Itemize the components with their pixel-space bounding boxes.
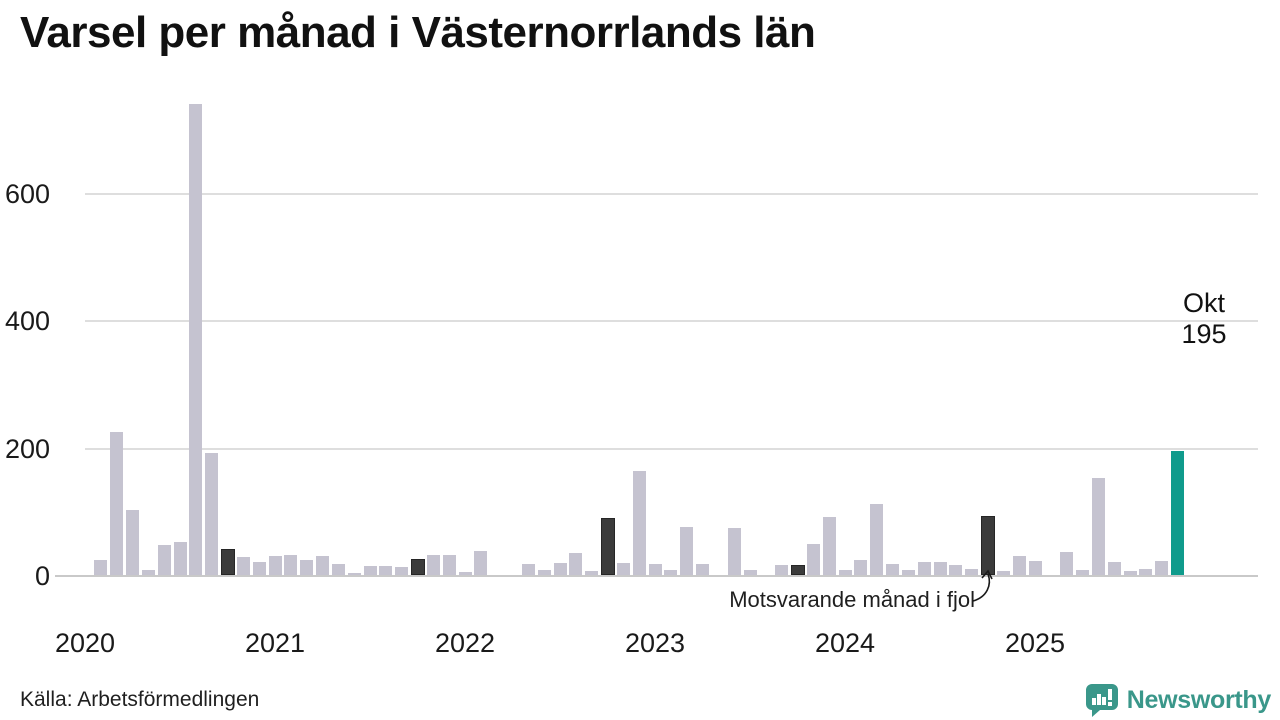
- bar-dec-2023: [822, 517, 836, 575]
- y-tick-label-200: 200: [4, 433, 50, 464]
- bar-maj-2025: [1091, 478, 1105, 575]
- bar-apr-2021: [316, 555, 329, 575]
- x-year-label-2022: 2022: [434, 628, 496, 658]
- bar-dec-2020: [252, 562, 266, 575]
- gridline-600: [85, 193, 1258, 196]
- bar-jan-2022: [458, 571, 472, 575]
- bar-apr-2023: [696, 564, 709, 575]
- bar-mar-2023: [680, 527, 694, 575]
- gridline-400: [85, 320, 1258, 323]
- newsworthy-wordmark: Newsworthy: [1126, 686, 1272, 714]
- bar-jan-2023: [648, 563, 662, 575]
- bar-jul-2020: [173, 541, 187, 575]
- bar-jun-2025: [1107, 561, 1121, 575]
- annotation-arrow-icon: [972, 569, 993, 602]
- bar-maj-2022: [521, 564, 535, 575]
- bar-dec-2024: [1012, 555, 1026, 575]
- bar-nov-2022: [616, 562, 630, 575]
- bar-maj-2020: [141, 569, 155, 575]
- bar-sep-2025: [1155, 561, 1169, 575]
- bar-apr-2025: [1076, 569, 1089, 575]
- bar-aug-2022: [569, 553, 583, 575]
- bar-aug-2020: [189, 103, 203, 575]
- bar-jul-2021: [363, 566, 377, 575]
- gridline-200: [85, 447, 1258, 450]
- bar-dec-2022: [632, 471, 646, 575]
- bar-okt-2020: [221, 549, 235, 575]
- bar-jun-2022: [537, 569, 551, 575]
- bar-jul-2023: [743, 569, 757, 575]
- bar-jul-2025: [1123, 570, 1137, 575]
- bar-jun-2020: [157, 545, 171, 575]
- bar-sep-2024: [965, 568, 979, 575]
- x-year-label-2024: 2024: [814, 628, 876, 658]
- bar-sep-2022: [585, 571, 599, 575]
- x-year-label-2020: 2020: [54, 628, 116, 658]
- bar-nov-2020: [236, 557, 250, 575]
- bar-aug-2024: [949, 564, 963, 575]
- current-month-name: Okt: [1182, 288, 1225, 318]
- y-tick-label-400: 400: [4, 306, 50, 337]
- x-year-label-2021: 2021: [244, 628, 306, 658]
- bar-okt-2022: [601, 518, 615, 575]
- bar-okt-2021: [411, 559, 425, 575]
- x-axis-baseline: [55, 575, 1258, 577]
- current-month-label: Okt 195: [1149, 288, 1259, 350]
- bar-mar-2021: [300, 559, 314, 575]
- plot-area: 0 200 400 600: [0, 100, 1280, 591]
- newsworthy-logo: Newsworthy: [1085, 684, 1272, 717]
- bar-mar-2020: [110, 431, 124, 575]
- bar-okt-2023: [791, 565, 805, 575]
- bar-nov-2024: [996, 571, 1010, 575]
- bar-jan-2024: [838, 569, 852, 575]
- bar-sep-2023: [775, 564, 789, 575]
- bar-feb-2021: [284, 554, 298, 575]
- bar-maj-2024: [901, 569, 915, 575]
- x-year-label-2023: 2023: [624, 628, 686, 658]
- bar-okt-2025: [1171, 450, 1184, 575]
- bar-jun-2021: [347, 572, 361, 575]
- current-month-value: 195: [1181, 319, 1227, 349]
- annotation-last-year: Motsvarande månad i fjol: [729, 587, 975, 612]
- bar-apr-2024: [886, 563, 899, 575]
- chart-title: Varsel per månad i Västernorrlands län: [20, 8, 816, 57]
- bar-feb-2020: [94, 560, 108, 575]
- bar-jan-2025: [1028, 561, 1042, 575]
- bar-sep-2020: [205, 453, 219, 575]
- bar-aug-2025: [1139, 569, 1153, 575]
- bar-dec-2021: [442, 554, 456, 575]
- bar-feb-2024: [854, 560, 868, 575]
- bar-feb-2023: [664, 569, 678, 575]
- y-tick-label-0: 0: [34, 561, 50, 591]
- bar-jun-2024: [917, 561, 931, 575]
- bar-aug-2021: [379, 565, 393, 575]
- bar-jul-2022: [553, 562, 567, 575]
- x-year-label-2025: 2025: [1004, 628, 1066, 658]
- y-tick-label-600: 600: [4, 179, 50, 209]
- newsworthy-bubble-chart-icon: [1085, 684, 1118, 717]
- bar-jun-2023: [727, 527, 741, 575]
- bar-nov-2023: [806, 544, 820, 575]
- bar-mar-2024: [870, 504, 884, 575]
- bar-jul-2024: [933, 562, 947, 575]
- x-axis: 2020 2021 2022 2023 2024 2025: [0, 628, 1280, 668]
- bar-nov-2021: [426, 554, 440, 575]
- bar-maj-2021: [331, 563, 345, 575]
- bar-feb-2022: [474, 551, 488, 575]
- source-note: Källa: Arbetsförmedlingen: [20, 688, 260, 711]
- bar-sep-2021: [395, 566, 409, 575]
- bar-apr-2020: [126, 510, 139, 575]
- bar-mar-2025: [1060, 552, 1074, 575]
- bar-jan-2021: [268, 555, 282, 575]
